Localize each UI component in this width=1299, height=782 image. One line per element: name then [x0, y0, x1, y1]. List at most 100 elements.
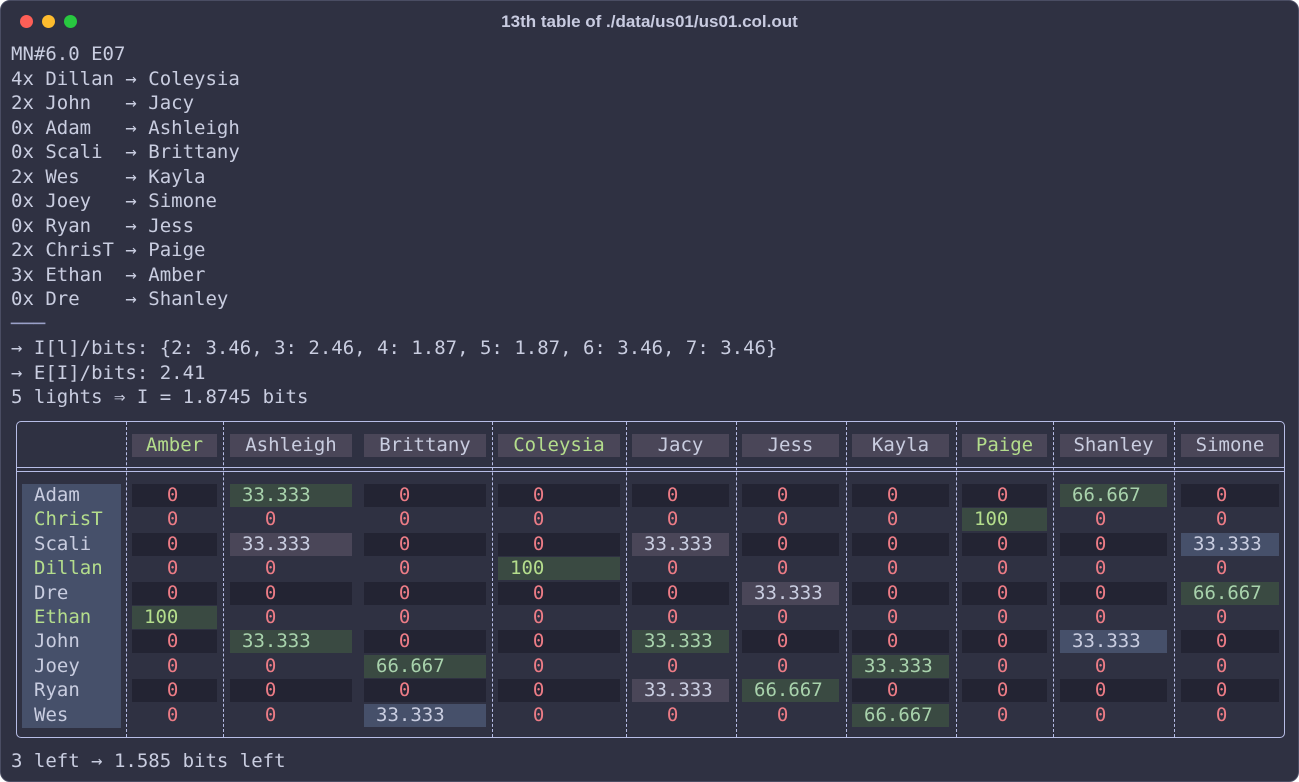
table-cell: 0	[364, 532, 486, 556]
table-cell: 0	[1193, 508, 1228, 531]
table-cell: 66.667	[852, 703, 949, 727]
table-cell: 0	[242, 654, 277, 677]
row-label: Scali	[34, 532, 92, 555]
table-cell: 0	[864, 606, 899, 628]
table-cell: 0	[498, 679, 620, 703]
column-header: Jess	[742, 434, 839, 457]
table-cell: 0	[644, 557, 679, 580]
row-label: Dillan	[34, 557, 103, 580]
column-separator	[1053, 422, 1054, 737]
title-bar: 13th table of ./data/us01/us01.col.out	[1, 1, 1298, 41]
table-cell: 0	[852, 679, 949, 703]
table-cell: 33.333	[632, 532, 729, 556]
table-cell: 0	[1072, 508, 1107, 531]
column-separator	[126, 422, 127, 737]
table-cell: 0	[754, 703, 789, 726]
table-cell: 0	[364, 630, 486, 654]
table-cell: 33.333	[230, 630, 352, 654]
table-cell: 66.667	[742, 679, 839, 703]
table-cell: 0	[1072, 654, 1107, 677]
probability-table: Amber Ashleigh Brittany Coleysia Jacy Jess Kay…	[16, 421, 1285, 738]
table-cell: 0	[852, 484, 949, 507]
zoom-button[interactable]	[64, 15, 77, 28]
column-header: Kayla	[852, 434, 949, 457]
window-title: 13th table of ./data/us01/us01.col.out	[501, 12, 798, 31]
output-line: 2x John → Jacy	[11, 92, 195, 114]
table-cell: 0	[754, 557, 789, 580]
table-cell: 0	[852, 630, 949, 654]
column-header: Shanley	[1060, 434, 1167, 457]
table-cell: 33.333	[230, 484, 352, 507]
output-line: 2x Wes → Kayla	[11, 165, 206, 188]
table-cell: 0	[864, 508, 899, 531]
table-cell: 0	[1181, 484, 1279, 507]
table-cell: 0	[242, 557, 277, 580]
row-label: John	[34, 630, 80, 653]
output-line: 0x Scali → Brittany	[11, 141, 240, 163]
table-cell: 0	[1181, 630, 1279, 654]
table-cell: 0	[962, 581, 1047, 605]
table-cell: 0	[962, 679, 1047, 703]
table-cell: 0	[1060, 581, 1167, 605]
table-cell: 0	[644, 654, 679, 677]
output-line: 4x Dillan → Coleysia	[11, 67, 240, 90]
output-line: 0x Adam → Ashleigh	[11, 116, 240, 139]
row-label: Joey	[34, 654, 80, 677]
status-line: 3 left → 1.585 bits left	[11, 750, 286, 772]
table-cell: 100	[498, 557, 620, 581]
column-header: Paige	[962, 434, 1047, 457]
table-cell: 0	[1060, 532, 1167, 556]
column-header: Jacy	[632, 434, 729, 457]
table-cell: 0	[144, 557, 179, 580]
column-header: Ashleigh	[230, 434, 352, 457]
table-cell: 0	[144, 703, 179, 726]
output-line: 0x Ryan → Jess	[11, 214, 195, 237]
table-cell: 33.333	[364, 703, 486, 727]
table-cell: 0	[498, 630, 620, 654]
table-cell: 100	[132, 606, 217, 629]
row-label: Ethan	[34, 606, 92, 628]
column-header: Coleysia	[498, 434, 620, 457]
row-label: Dre	[34, 581, 69, 604]
column-separator	[492, 422, 493, 737]
column-separator	[223, 422, 224, 737]
table-cell: 0	[510, 654, 545, 677]
column-separator	[626, 422, 627, 737]
table-cell: 0	[364, 679, 486, 703]
table-cell: 0	[754, 654, 789, 677]
column-separator	[1174, 422, 1175, 737]
table-cell: 0	[510, 508, 545, 531]
close-button[interactable]	[20, 15, 33, 28]
table-cell: 0	[498, 581, 620, 605]
column-separator	[846, 422, 847, 737]
table-cell: 0	[864, 557, 899, 580]
table-cell: 0	[742, 630, 839, 654]
table-cell: 0	[644, 606, 679, 628]
column-header: Simone	[1181, 434, 1279, 457]
row-label: Ryan	[34, 679, 80, 702]
table-cell: 66.667	[1181, 581, 1279, 605]
table-cell: 0	[144, 654, 179, 677]
table-cell: 0	[644, 508, 679, 531]
table-cell: 0	[974, 703, 1009, 726]
table-cell: 0	[742, 484, 839, 507]
table-cell: 33.333	[852, 654, 949, 678]
table-cell: 66.667	[364, 654, 486, 678]
table-cell: 0	[644, 703, 679, 726]
minimize-button[interactable]	[42, 15, 55, 28]
table-cell: 0	[1181, 679, 1279, 703]
output-rule: ───	[11, 312, 46, 335]
table-cell: 0	[144, 508, 179, 531]
table-cell: 0	[632, 581, 729, 605]
output-line: → I[l]/bits: {2: 3.46, 3: 2.46, 4: 1.87,…	[11, 337, 778, 359]
table-cell: 0	[132, 630, 217, 654]
table-cell: 0	[498, 484, 620, 507]
table-cell: 0	[1193, 654, 1228, 677]
table-cell: 0	[974, 654, 1009, 677]
output-line: 3x Ethan → Amber	[11, 263, 206, 286]
table-cell: 0	[498, 532, 620, 556]
table-cell: 0	[376, 606, 411, 628]
table-cell: 0	[132, 484, 217, 507]
column-header: Brittany	[364, 434, 486, 457]
table-cell: 0	[962, 484, 1047, 507]
